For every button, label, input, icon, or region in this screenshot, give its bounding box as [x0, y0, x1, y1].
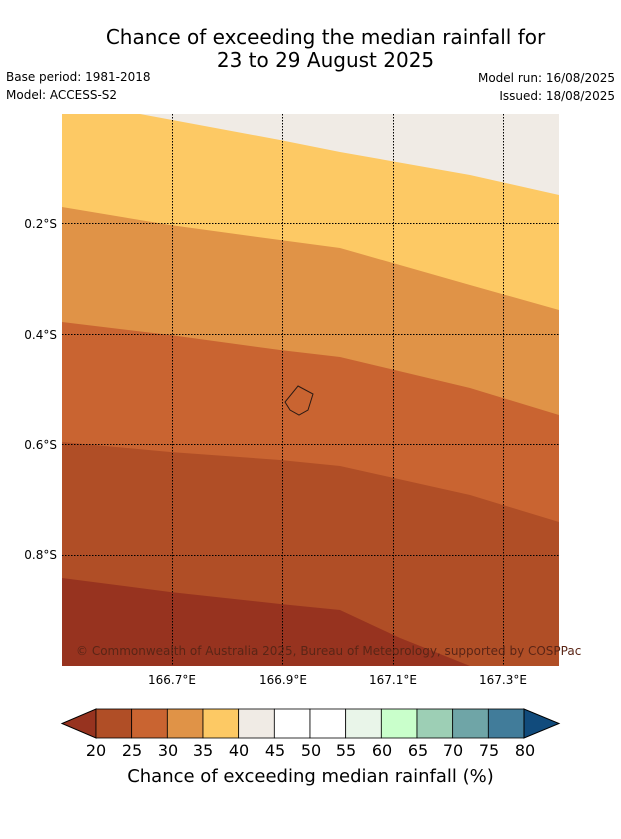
colorbar-segment: [380, 708, 418, 739]
colorbar-segment: [273, 708, 311, 739]
colorbar-segment: [416, 708, 454, 739]
model-text: Model: ACCESS-S2: [6, 88, 118, 102]
colorbar-tick-label: 50: [300, 741, 322, 760]
colorbar-segment: [452, 708, 489, 739]
colorbar-tick-label: 70: [442, 741, 464, 760]
colorbar-title: Chance of exceeding median rainfall (%): [127, 766, 494, 787]
colorbar-tick-label: 60: [371, 741, 393, 760]
copyright-notice: © Commonwealth of Australia 2025, Bureau…: [76, 644, 582, 658]
colorbar-segment: [487, 708, 525, 739]
map-title-line2: 23 to 29 August 2025: [216, 48, 435, 72]
lat-label: 0.8°S: [24, 548, 57, 562]
lon-label: 166.7°E: [148, 673, 196, 687]
colorbar-segment: [345, 708, 382, 739]
lon-label: 167.3°E: [479, 673, 527, 687]
colorbar-segment: [309, 708, 347, 739]
colorbar-tick-label: 55: [335, 741, 357, 760]
issued-text: Issued: 18/08/2025: [499, 89, 615, 103]
island-outline: [284, 385, 314, 416]
colorbar-segment: [95, 708, 133, 739]
lat-label: 0.2°S: [24, 217, 57, 231]
colorbar-extend-high: [523, 708, 561, 739]
colorbar-segment: [238, 708, 275, 739]
lon-label: 167.1°E: [369, 673, 417, 687]
colorbar-tick-label: 80: [514, 741, 536, 760]
model-run-text: Model run: 16/08/2025: [477, 71, 615, 85]
colorbar-tick-label: 35: [192, 741, 214, 760]
colorbar-segment: [202, 708, 240, 739]
colorbar-tick-label: 30: [157, 741, 179, 760]
colorbar-tick-label: 20: [85, 741, 107, 760]
colorbar-tick-label: 65: [407, 741, 429, 760]
map-title-line1: Chance of exceeding the median rainfall …: [105, 25, 546, 49]
colorbar-tick-label: 25: [121, 741, 143, 760]
lon-label: 166.9°E: [259, 673, 307, 687]
colorbar-extend-low: [60, 708, 97, 739]
colorbar-tick-label: 40: [228, 741, 250, 760]
rainfall-map: [62, 114, 559, 666]
band-below-20: [62, 578, 470, 666]
colorbar-tick-label: 75: [478, 741, 500, 760]
colorbar-segment: [131, 708, 168, 739]
lat-label: 0.6°S: [24, 438, 57, 452]
base-period-text: Base period: 1981-2018: [6, 70, 151, 84]
colorbar-segment: [166, 708, 204, 739]
lat-label: 0.4°S: [24, 328, 57, 342]
colorbar-tick-label: 45: [264, 741, 286, 760]
